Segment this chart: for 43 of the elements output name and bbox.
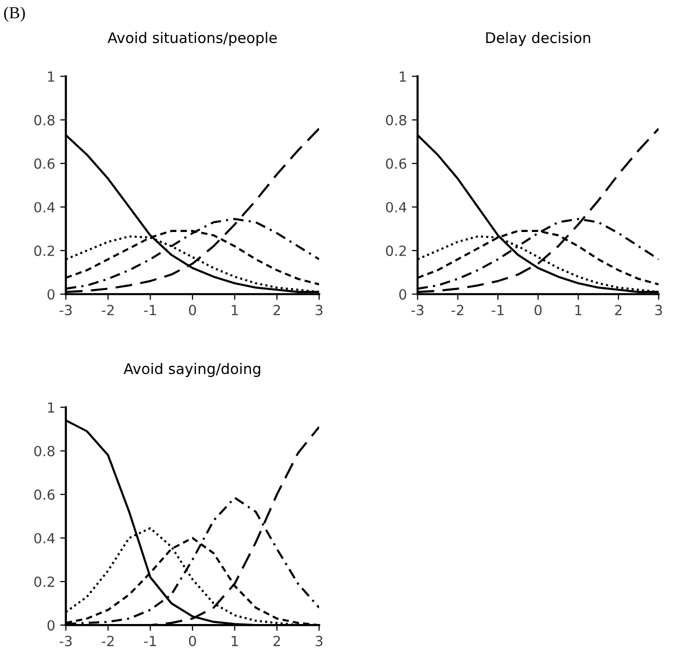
x-tick-label: -3 [411, 304, 424, 316]
x-tick-label: -1 [144, 636, 156, 646]
x-tick-label: 1 [232, 304, 238, 316]
y-tick-label: 0 [399, 289, 406, 300]
y-tick-label: 0.8 [34, 114, 54, 126]
y-tick-label: 0.6 [386, 158, 406, 169]
x-tick-label: -2 [102, 304, 114, 316]
y-tick-label: 0.6 [34, 489, 55, 500]
y-tick-label: 0.2 [386, 246, 406, 256]
x-tick-label: 2 [274, 636, 280, 646]
x-tick-label: -2 [102, 636, 114, 646]
y-tick-label: 0.6 [34, 158, 55, 169]
x-tick-label: 1 [575, 304, 582, 316]
y-tick-label: 0.8 [34, 446, 54, 456]
y-tick-label: 1 [400, 71, 406, 82]
x-tick-label: 3 [316, 304, 322, 316]
chart-title: Delay decision [486, 32, 590, 46]
x-tick-label: -2 [452, 304, 464, 316]
x-tick-label: -3 [60, 304, 72, 316]
y-tick-label: 0.4 [386, 202, 406, 212]
y-tick-label: 0.4 [34, 532, 55, 544]
y-tick-label: 0.2 [34, 576, 54, 588]
y-tick-label: 0.8 [386, 114, 406, 126]
x-tick-label: 2 [274, 304, 280, 316]
y-tick-label: 1 [48, 71, 54, 82]
x-tick-label: -1 [492, 304, 504, 316]
x-tick-label: 2 [615, 304, 622, 316]
x-tick-label: 0 [188, 304, 196, 316]
y-tick-label: 0 [48, 289, 55, 300]
x-tick-label: -3 [60, 636, 72, 646]
y-tick-label: 1 [48, 402, 54, 413]
x-tick-label: 1 [232, 636, 238, 646]
chart-title: Avoid situations/people [108, 32, 277, 46]
text: (B) [4, 6, 25, 22]
y-tick-label: 0 [48, 620, 55, 631]
x-tick-label: 3 [655, 304, 662, 316]
y-tick-label: 0.2 [34, 246, 54, 256]
x-tick-label: 0 [188, 636, 196, 646]
x-tick-label: -1 [144, 304, 156, 316]
x-tick-label: 0 [534, 304, 542, 316]
x-tick-label: 3 [316, 636, 322, 646]
chart-title: Avoid saying/doing [124, 362, 260, 377]
y-tick-label: 0.4 [34, 202, 55, 212]
